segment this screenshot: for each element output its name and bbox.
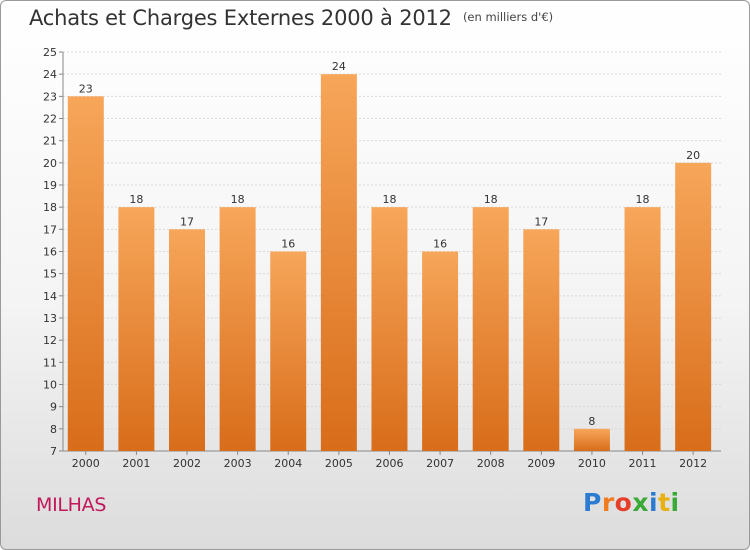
data-label: 17 bbox=[534, 215, 548, 228]
y-tick-label: 13 bbox=[43, 312, 57, 325]
bar bbox=[422, 251, 459, 451]
logo-letter: i bbox=[649, 488, 659, 517]
data-label: 18 bbox=[129, 193, 143, 206]
bar bbox=[472, 207, 509, 451]
y-tick-label: 12 bbox=[43, 334, 57, 347]
y-tick-label: 23 bbox=[43, 90, 57, 103]
x-tick-label: 2005 bbox=[325, 457, 353, 470]
commune-name: MILHAS bbox=[36, 494, 107, 516]
data-label: 17 bbox=[180, 215, 194, 228]
logo-letter: x bbox=[632, 488, 649, 517]
data-label: 16 bbox=[281, 238, 295, 251]
bar bbox=[371, 207, 408, 451]
y-tick-label: 11 bbox=[43, 356, 57, 369]
y-tick-label: 17 bbox=[43, 223, 57, 236]
y-tick-label: 24 bbox=[43, 68, 57, 81]
unit-label: (en milliers d'€) bbox=[462, 10, 554, 24]
logo-letter: r bbox=[601, 488, 615, 517]
x-tick-label: 2001 bbox=[122, 457, 150, 470]
data-label: 24 bbox=[332, 60, 346, 73]
bar bbox=[320, 74, 357, 452]
x-tick-label: 2012 bbox=[679, 457, 707, 470]
x-tick-label: 2002 bbox=[173, 457, 201, 470]
y-tick-label: 8 bbox=[50, 423, 57, 436]
bar bbox=[118, 207, 155, 451]
x-tick-label: 2003 bbox=[224, 457, 252, 470]
y-tick-label: 20 bbox=[43, 157, 57, 170]
y-tick-label: 10 bbox=[43, 379, 57, 392]
y-tick-label: 19 bbox=[43, 179, 57, 192]
logo-letter: o bbox=[614, 488, 633, 517]
logo-letter: P bbox=[583, 488, 602, 517]
bar bbox=[573, 428, 610, 451]
bar bbox=[67, 96, 104, 451]
bar bbox=[523, 229, 560, 451]
x-tick-label: 2009 bbox=[527, 457, 555, 470]
data-label: 16 bbox=[433, 238, 447, 251]
y-tick-label: 16 bbox=[43, 246, 57, 259]
x-tick-label: 2004 bbox=[274, 457, 302, 470]
chart-title: Achats et Charges Externes 2000 à 2012 bbox=[29, 6, 452, 30]
bar bbox=[270, 251, 307, 451]
data-label: 18 bbox=[484, 193, 498, 206]
bar bbox=[169, 229, 206, 451]
x-tick-label: 2007 bbox=[426, 457, 454, 470]
y-tick-label: 22 bbox=[43, 113, 57, 126]
x-tick-label: 2010 bbox=[578, 457, 606, 470]
bar bbox=[219, 207, 256, 451]
data-label: 18 bbox=[636, 193, 650, 206]
logo-letter: t bbox=[658, 488, 671, 517]
logo-letter: i bbox=[670, 488, 680, 517]
bar bbox=[624, 207, 661, 451]
x-tick-label: 2011 bbox=[629, 457, 657, 470]
y-tick-label: 14 bbox=[43, 290, 57, 303]
y-tick-label: 25 bbox=[43, 46, 57, 59]
data-label: 18 bbox=[382, 193, 396, 206]
x-tick-label: 2008 bbox=[477, 457, 505, 470]
y-tick-label: 21 bbox=[43, 135, 57, 148]
x-tick-label: 2000 bbox=[72, 457, 100, 470]
data-label: 8 bbox=[588, 415, 595, 428]
chart-title-block: Achats et Charges Externes 2000 à 2012 (… bbox=[29, 6, 553, 30]
data-label: 18 bbox=[231, 193, 245, 206]
data-label: 20 bbox=[686, 149, 700, 162]
y-tick-label: 18 bbox=[43, 201, 57, 214]
y-tick-label: 9 bbox=[50, 401, 57, 414]
y-tick-label: 7 bbox=[50, 445, 57, 458]
bar bbox=[675, 162, 712, 452]
y-tick-label: 15 bbox=[43, 268, 57, 281]
data-label: 23 bbox=[79, 82, 93, 95]
proxiti-logo[interactable]: Proxiti bbox=[583, 488, 680, 517]
x-tick-label: 2006 bbox=[375, 457, 403, 470]
